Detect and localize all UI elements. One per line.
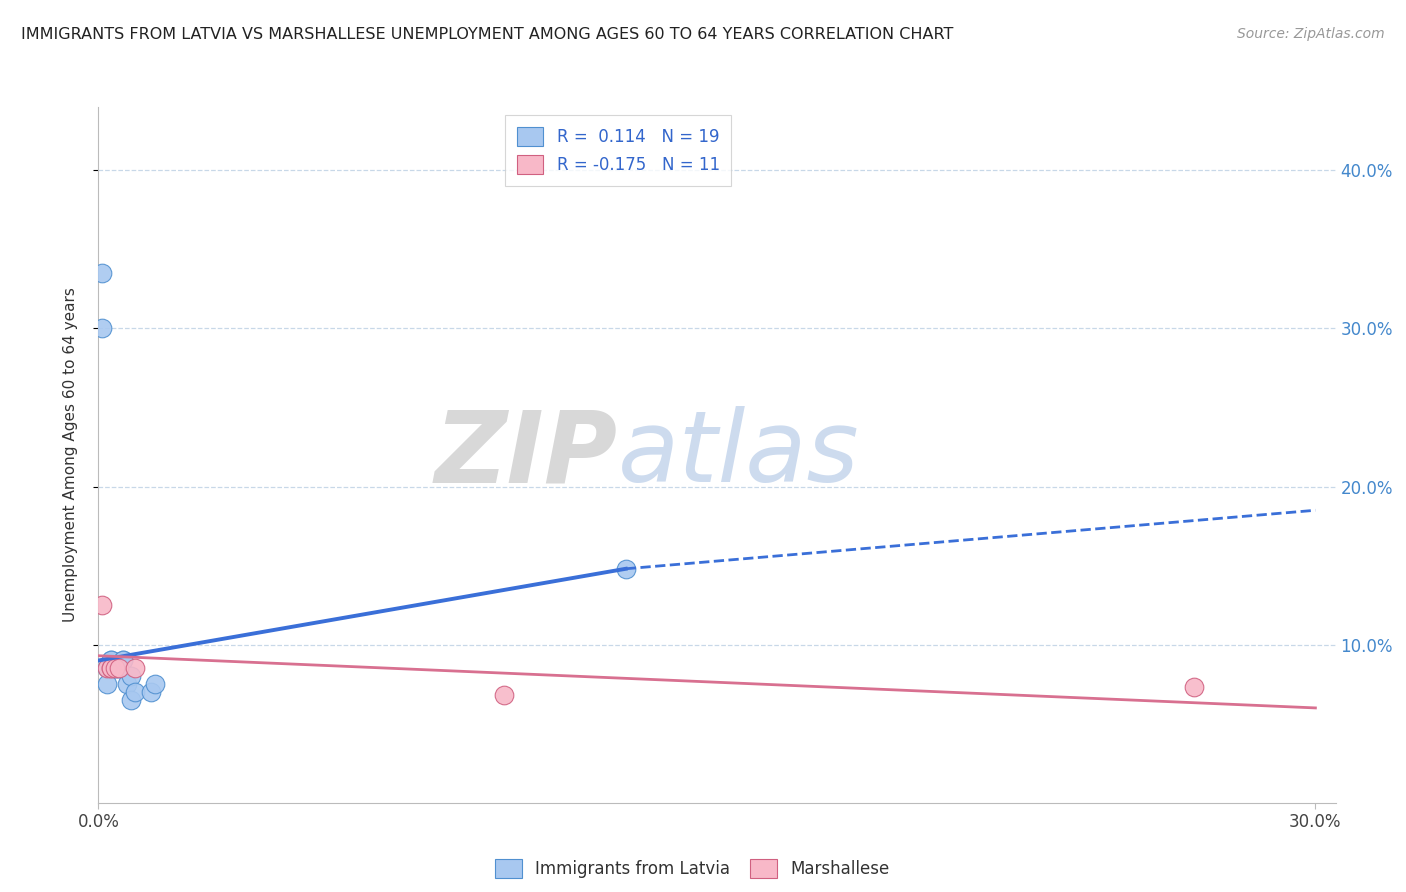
Point	[104, 661, 127, 675]
Point	[143, 677, 166, 691]
Point	[100, 653, 122, 667]
Point	[107, 661, 129, 675]
Point	[91, 598, 114, 612]
Y-axis label: Unemployment Among Ages 60 to 64 years: Unemployment Among Ages 60 to 64 years	[63, 287, 77, 623]
Point	[100, 661, 122, 675]
Point	[494, 688, 516, 702]
Point	[104, 661, 127, 675]
Text: atlas: atlas	[619, 407, 859, 503]
Point	[96, 661, 118, 675]
Legend: Immigrants from Latvia, Marshallese: Immigrants from Latvia, Marshallese	[488, 853, 896, 885]
Point	[124, 661, 146, 675]
Point	[1182, 681, 1205, 695]
Point	[104, 661, 127, 675]
Point	[91, 266, 114, 280]
Point	[107, 661, 129, 675]
Point	[115, 677, 138, 691]
Text: Source: ZipAtlas.com: Source: ZipAtlas.com	[1237, 27, 1385, 41]
Point	[120, 693, 142, 707]
Point	[614, 562, 637, 576]
Point	[100, 661, 122, 675]
Point	[111, 653, 134, 667]
Point	[100, 653, 122, 667]
Point	[107, 661, 129, 675]
Point	[120, 669, 142, 683]
Point	[111, 653, 134, 667]
Text: IMMIGRANTS FROM LATVIA VS MARSHALLESE UNEMPLOYMENT AMONG AGES 60 TO 64 YEARS COR: IMMIGRANTS FROM LATVIA VS MARSHALLESE UN…	[21, 27, 953, 42]
Point	[141, 685, 163, 699]
Point	[96, 677, 118, 691]
Point	[96, 661, 118, 675]
Text: ZIP: ZIP	[434, 407, 619, 503]
Point	[124, 685, 146, 699]
Point	[91, 321, 114, 335]
